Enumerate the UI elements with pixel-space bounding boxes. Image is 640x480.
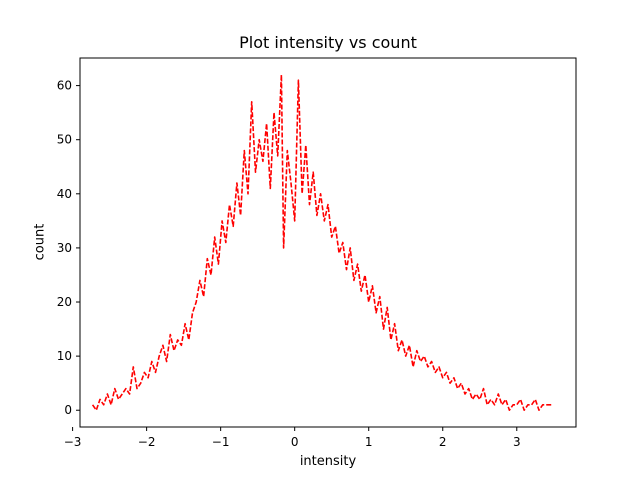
y-axis-ticks: 0 10 20 30 40 50 60 xyxy=(57,79,80,417)
chart-title: Plot intensity vs count xyxy=(239,33,417,52)
y-tick-label: 10 xyxy=(57,349,72,363)
x-tick-label: 1 xyxy=(365,435,373,449)
x-axis-ticks: −3 −2 −1 0 1 2 3 xyxy=(64,427,521,449)
series-layer xyxy=(91,74,552,412)
y-tick-label: 60 xyxy=(57,79,72,93)
x-tick-label: −2 xyxy=(138,435,156,449)
series-line-0 xyxy=(91,74,552,412)
x-tick-label: 2 xyxy=(439,435,447,449)
y-axis-label: count xyxy=(32,223,48,261)
x-tick-label: 0 xyxy=(291,435,299,449)
y-tick-label: 30 xyxy=(57,241,72,255)
axes-frame xyxy=(79,57,577,428)
x-tick-label: −3 xyxy=(64,435,82,449)
x-tick-label: −1 xyxy=(212,435,230,449)
x-tick-label: 3 xyxy=(513,435,521,449)
x-axis-label: intensity xyxy=(299,454,357,469)
y-tick-label: 40 xyxy=(57,187,72,201)
y-tick-label: 20 xyxy=(57,295,72,309)
y-tick-label: 50 xyxy=(57,133,72,147)
y-tick-label: 0 xyxy=(64,403,72,417)
